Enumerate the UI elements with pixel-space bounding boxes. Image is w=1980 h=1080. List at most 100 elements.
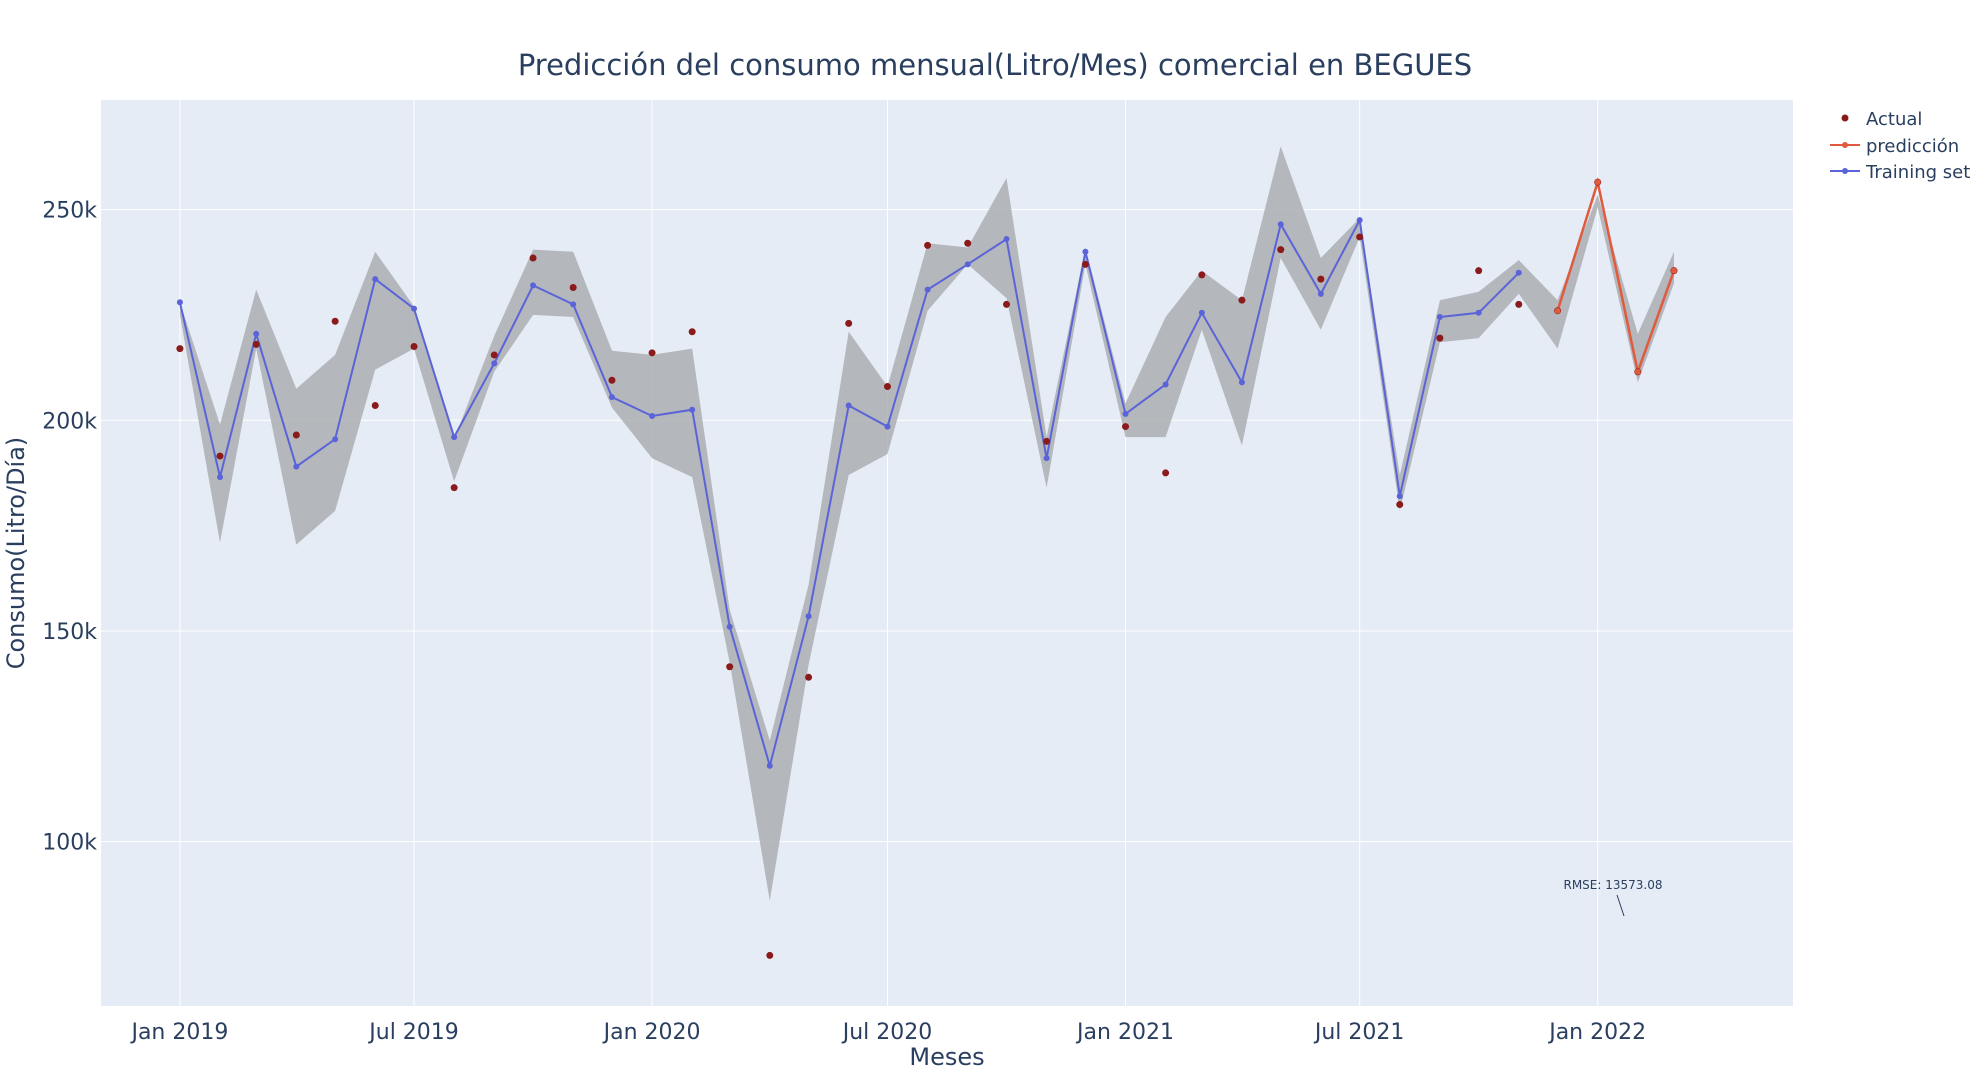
rmse-annotation-text: RMSE: 13573.08 [1563,878,1662,892]
actual-point [216,452,224,460]
prediccion-point [1554,307,1561,314]
legend-item-training-set[interactable]: Training set [1830,162,1970,183]
actual-point [331,317,339,325]
y-axis-title: Consumo(Litro/Día) [2,437,30,670]
training-set-point [253,330,260,337]
training-set-point [491,360,498,367]
actual-point [252,340,260,348]
grid [101,100,1793,1006]
training-set-point [766,762,773,769]
legend-label-prediccion: predicción [1866,136,1959,157]
training-set-point [570,301,577,308]
x-tick-label: Jan 2021 [1075,1020,1174,1045]
actual-point [1043,437,1051,445]
training-set-point [726,623,733,630]
training-set-point [1277,221,1284,228]
x-tick-label: Jul 2019 [367,1020,459,1045]
actual-point [1003,300,1011,308]
training-set-point [1436,314,1443,321]
training-set-point [1122,410,1129,417]
training-set-point [1003,236,1010,243]
actual-point [726,663,734,671]
actual-point [608,376,616,384]
x-tick-label: Jul 2021 [1313,1020,1405,1045]
actual-point [292,431,300,439]
uncertainty-band [179,146,1674,901]
y-tick-label: 100k [42,831,97,856]
actual-point [1122,423,1130,431]
tick-labels: Jan 2019 Jul 2019 Jan 2020 Jul 2020 Jan 2021… [42,199,1646,1045]
actual-point [648,349,656,357]
actual-point [1277,246,1285,254]
actual-point [1238,296,1246,304]
prediccion-point [1594,179,1601,186]
plot-area [101,100,1793,1006]
training-set-point [217,474,224,481]
training-set-point [372,276,379,283]
x-tick-label: Jan 2019 [129,1020,228,1045]
x-tick-label: Jul 2020 [841,1020,933,1045]
x-axis-title: Meses [909,1043,984,1071]
training-set-point [1317,290,1324,297]
y-tick-label: 200k [42,409,97,434]
actual-point [410,343,418,351]
legend-label-actual: Actual [1866,109,1922,130]
actual-point [924,241,932,249]
training-set-point [964,261,971,268]
actual-point [1396,501,1404,509]
training-set-point [293,463,300,470]
actual-point [1081,260,1089,268]
legend: Actual predicción Training set [1830,109,1970,183]
actual-point [845,319,853,327]
confidence-band [179,146,1674,901]
actual-point [450,484,458,492]
y-tick-label: 250k [42,199,97,224]
actual-point [1356,233,1364,241]
training-set-point [805,613,812,620]
actual-point [964,239,972,247]
training-set-point [1082,248,1089,255]
training-set-point [689,406,696,413]
actual-point [529,254,537,262]
actual-point [371,402,379,410]
actual-point [805,673,813,681]
prediccion-point [1670,267,1677,274]
legend-label-training-set: Training set [1865,162,1970,183]
training-set-point [884,423,891,430]
training-set-point [1238,379,1245,386]
training-set-point [530,282,537,289]
legend-item-actual[interactable]: Actual [1841,109,1923,130]
x-tick-label: Jan 2022 [1547,1020,1646,1045]
actual-point [569,284,577,292]
x-tick-label: Jan 2020 [602,1020,701,1045]
actual-point [490,351,498,359]
actual-point [1436,334,1444,342]
prediccion-point [1634,368,1641,375]
actual-point [883,383,891,391]
training-set-point [411,305,418,312]
training-set-point [1356,217,1363,224]
actual-point [766,951,774,959]
training-set-point [1475,309,1482,316]
legend-marker-prediccion [1842,142,1848,148]
legend-marker-training-set [1842,168,1848,174]
actual-point [176,345,184,353]
training-set-point [1396,493,1403,500]
training-set-point [1162,381,1169,388]
actual-point [1515,300,1523,308]
legend-item-prediccion[interactable]: predicción [1830,136,1959,157]
prediccion-line [1556,177,1676,377]
rmse-annotation: RMSE: 13573.08 [1563,878,1663,917]
actual-point [1198,271,1206,279]
training-set-point [332,436,339,443]
chart-title: Predicción del consumo mensual(Litro/Mes… [518,48,1472,82]
training-set-point [1198,309,1205,316]
training-set-point [1043,455,1050,462]
actual-point [688,328,696,336]
training-set-point [176,299,183,306]
rmse-annotation-arrow [1616,894,1625,917]
training-set-point [451,434,458,441]
training-set-point [924,286,931,293]
actual-point [1162,469,1170,477]
